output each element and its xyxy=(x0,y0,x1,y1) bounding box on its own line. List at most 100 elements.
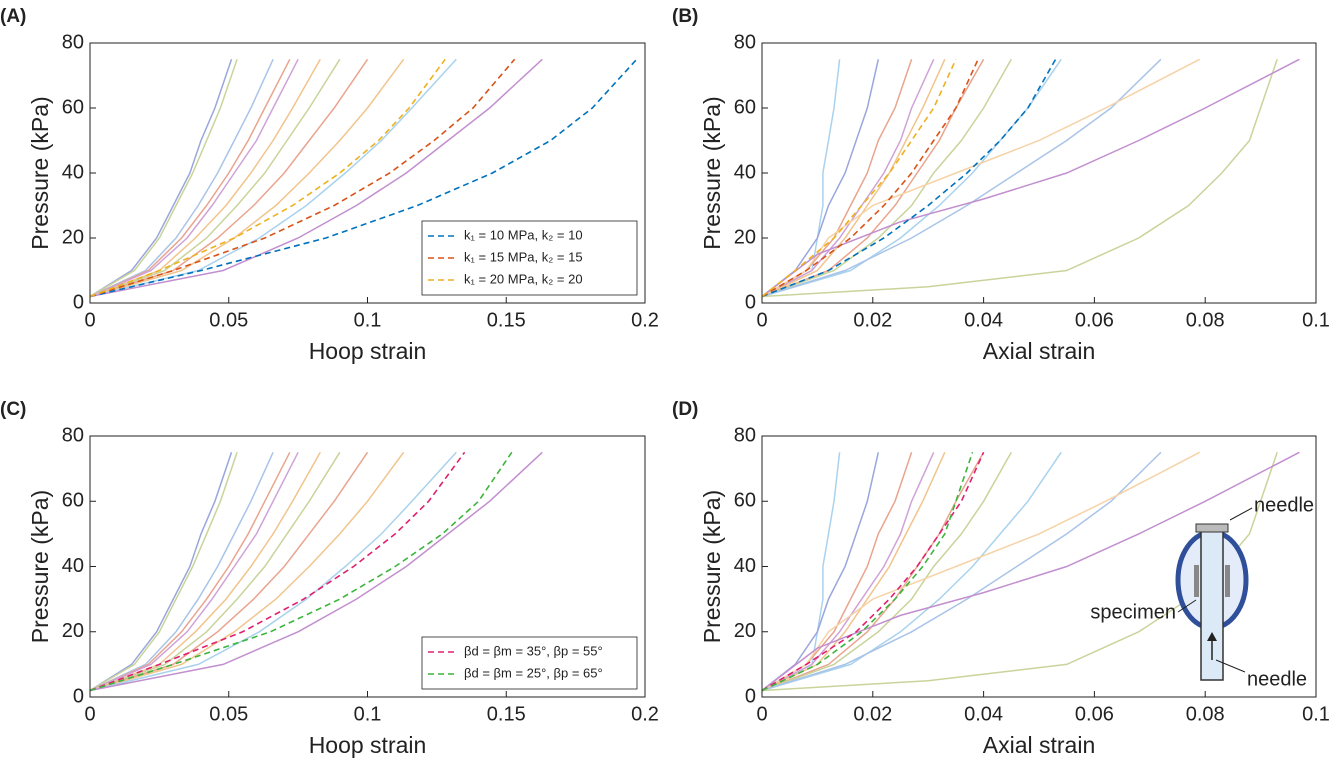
x-axis-label: Axial strain xyxy=(983,732,1095,758)
axes-box xyxy=(89,42,646,304)
clamp xyxy=(1194,565,1199,597)
legend-box xyxy=(421,636,638,690)
y-tick-label: 20 xyxy=(62,226,84,248)
data-line xyxy=(90,58,274,298)
model-line xyxy=(762,58,1057,298)
specimen-schematic: needle specimen needle xyxy=(1090,494,1314,690)
y-tick-label: 40 xyxy=(62,555,84,577)
x-tick-label: 0 xyxy=(84,309,95,331)
data-line xyxy=(762,451,935,692)
data-line xyxy=(762,451,1062,692)
model-line xyxy=(762,58,979,298)
y-tick-label: 60 xyxy=(62,96,84,118)
legend-label: βd = βm = 35°, βp = 55° xyxy=(464,643,603,658)
data-line xyxy=(90,451,291,692)
data-line xyxy=(90,59,233,298)
x-axis-label: Hoop strain xyxy=(309,338,427,364)
data-line xyxy=(762,58,985,298)
y-tick-label: 0 xyxy=(745,685,756,707)
data-line xyxy=(762,58,946,298)
model-line xyxy=(90,58,446,298)
needle-cap xyxy=(1195,523,1229,533)
x-tick-label: 0 xyxy=(756,703,767,725)
panel-label: (C) xyxy=(0,399,26,420)
data-line xyxy=(762,59,1278,298)
x-tick-label: 0.04 xyxy=(964,703,1003,725)
y-tick-label: 20 xyxy=(734,620,756,642)
data-line xyxy=(90,451,274,692)
y-tick-label: 80 xyxy=(734,31,756,53)
data-line xyxy=(90,58,341,298)
x-tick-label: 0.15 xyxy=(487,309,526,331)
data-line xyxy=(762,451,985,692)
data-line xyxy=(762,58,1012,298)
data-line xyxy=(762,452,841,692)
legend-label: k₁ = 20 MPa, k₂ = 20 xyxy=(464,271,583,286)
data-line xyxy=(90,452,233,692)
legend-box xyxy=(421,220,638,296)
model-line xyxy=(90,58,638,298)
x-tick-label: 0.05 xyxy=(209,309,248,331)
inset-label: needle xyxy=(1247,668,1307,690)
y-axis-label: Pressure (kPa) xyxy=(699,96,725,249)
x-tick-label: 0.1 xyxy=(1302,703,1330,725)
leader xyxy=(1177,599,1197,613)
data-line xyxy=(90,451,543,692)
data-line xyxy=(90,59,238,298)
data-line xyxy=(90,451,341,692)
plot-area xyxy=(90,451,543,692)
data-line xyxy=(762,452,1278,692)
y-tick-label: 60 xyxy=(734,490,756,512)
data-line xyxy=(762,59,841,298)
data-line xyxy=(90,451,321,692)
inset-label: specimen xyxy=(1090,601,1176,623)
plot-area xyxy=(762,451,1300,692)
x-tick-label: 0.05 xyxy=(209,703,248,725)
x-tick-label: 0.15 xyxy=(487,703,526,725)
data-line xyxy=(762,59,913,298)
model-line xyxy=(762,451,985,692)
y-tick-label: 80 xyxy=(62,424,84,446)
arrowhead xyxy=(1207,632,1217,641)
leader xyxy=(1215,659,1246,673)
leader xyxy=(1229,507,1253,521)
x-tick-label: 0.1 xyxy=(1302,309,1330,331)
legend-label: k₁ = 10 MPa, k₂ = 10 xyxy=(464,227,583,242)
y-tick-label: 40 xyxy=(734,161,756,183)
y-tick-label: 0 xyxy=(73,685,84,707)
x-tick-label: 0.1 xyxy=(354,703,382,725)
model-line xyxy=(762,58,957,298)
plot-area xyxy=(90,58,638,298)
data-line xyxy=(90,58,457,298)
x-tick-label: 0.2 xyxy=(631,309,659,331)
panel-label: (A) xyxy=(0,6,26,27)
data-line xyxy=(762,59,880,298)
data-line xyxy=(90,58,321,298)
axes-box xyxy=(89,435,646,698)
x-tick-label: 0.08 xyxy=(1186,703,1225,725)
data-line xyxy=(762,451,1300,692)
x-axis-label: Hoop strain xyxy=(309,732,427,758)
x-tick-label: 0.2 xyxy=(631,703,659,725)
y-tick-label: 20 xyxy=(62,620,84,642)
y-axis-label: Pressure (kPa) xyxy=(27,96,53,249)
data-line xyxy=(762,452,913,692)
model-line xyxy=(90,451,466,692)
y-tick-label: 40 xyxy=(734,555,756,577)
data-line xyxy=(90,451,457,692)
data-line xyxy=(90,58,299,298)
data-line xyxy=(762,451,1012,692)
data-line xyxy=(762,58,935,298)
y-tick-label: 80 xyxy=(62,31,84,53)
x-tick-label: 0.02 xyxy=(853,309,892,331)
y-tick-label: 80 xyxy=(734,424,756,446)
legend-label: βd = βm = 25°, βp = 65° xyxy=(464,665,603,680)
data-line xyxy=(90,58,369,298)
data-line xyxy=(90,452,238,692)
y-tick-label: 0 xyxy=(745,291,756,313)
y-tick-label: 60 xyxy=(734,96,756,118)
model-line xyxy=(90,58,516,298)
data-line xyxy=(762,451,1201,692)
data-line xyxy=(762,58,1162,298)
